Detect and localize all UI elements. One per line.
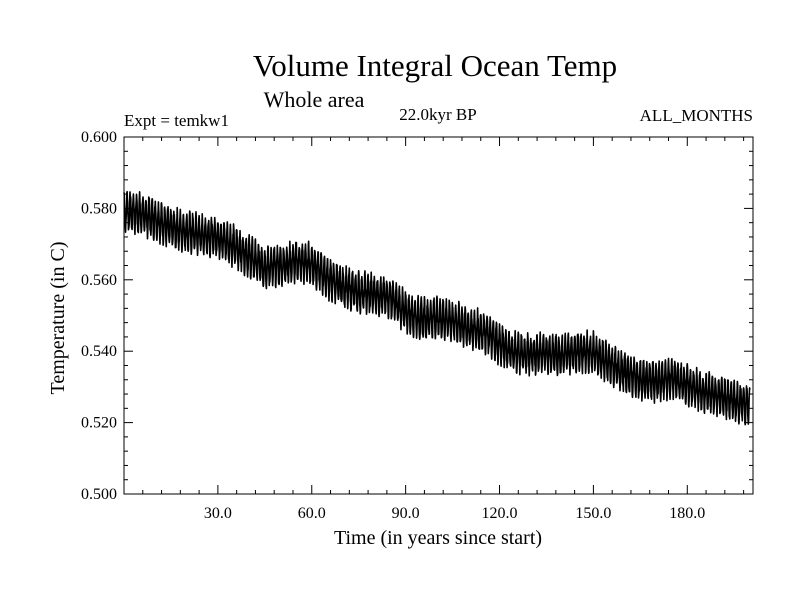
x-tick-label: 180.0 [669, 505, 705, 522]
y-tick-label: 0.520 [81, 415, 117, 432]
x-tick-label: 90.0 [392, 505, 420, 522]
y-axis-ticks [124, 136, 753, 495]
y-tick-label: 0.600 [81, 129, 117, 146]
x-tick-label: 120.0 [482, 505, 518, 522]
x-axis-ticks [142, 137, 745, 494]
y-tick-label: 0.500 [81, 486, 117, 503]
x-tick-label: 60.0 [298, 505, 326, 522]
series-group [123, 190, 751, 426]
y-tick-label: 0.580 [81, 200, 117, 217]
y-tick-label: 0.560 [81, 272, 117, 289]
y-axis-tick-labels: 0.500 0.520 0.540 0.560 0.580 0.600 [81, 129, 117, 503]
series-line [123, 190, 751, 426]
y-axis-title: Temperature (in C) [47, 242, 69, 395]
chart-title: Volume Integral Ocean Temp [253, 48, 617, 83]
experiment-label: Expt = temkw1 [124, 111, 229, 130]
x-tick-label: 150.0 [575, 505, 611, 522]
chart-subtitle: Whole area [264, 87, 365, 112]
plot-frame [123, 136, 754, 495]
x-axis-title: Time (in years since start) [334, 527, 542, 549]
x-axis-tick-labels: 30.0 60.0 90.0 120.0 150.0 180.0 [204, 505, 705, 522]
x-tick-label: 30.0 [204, 505, 232, 522]
y-tick-label: 0.540 [81, 343, 117, 360]
period-label: 22.0kyr BP [399, 105, 476, 124]
months-label: ALL_MONTHS [640, 106, 753, 125]
